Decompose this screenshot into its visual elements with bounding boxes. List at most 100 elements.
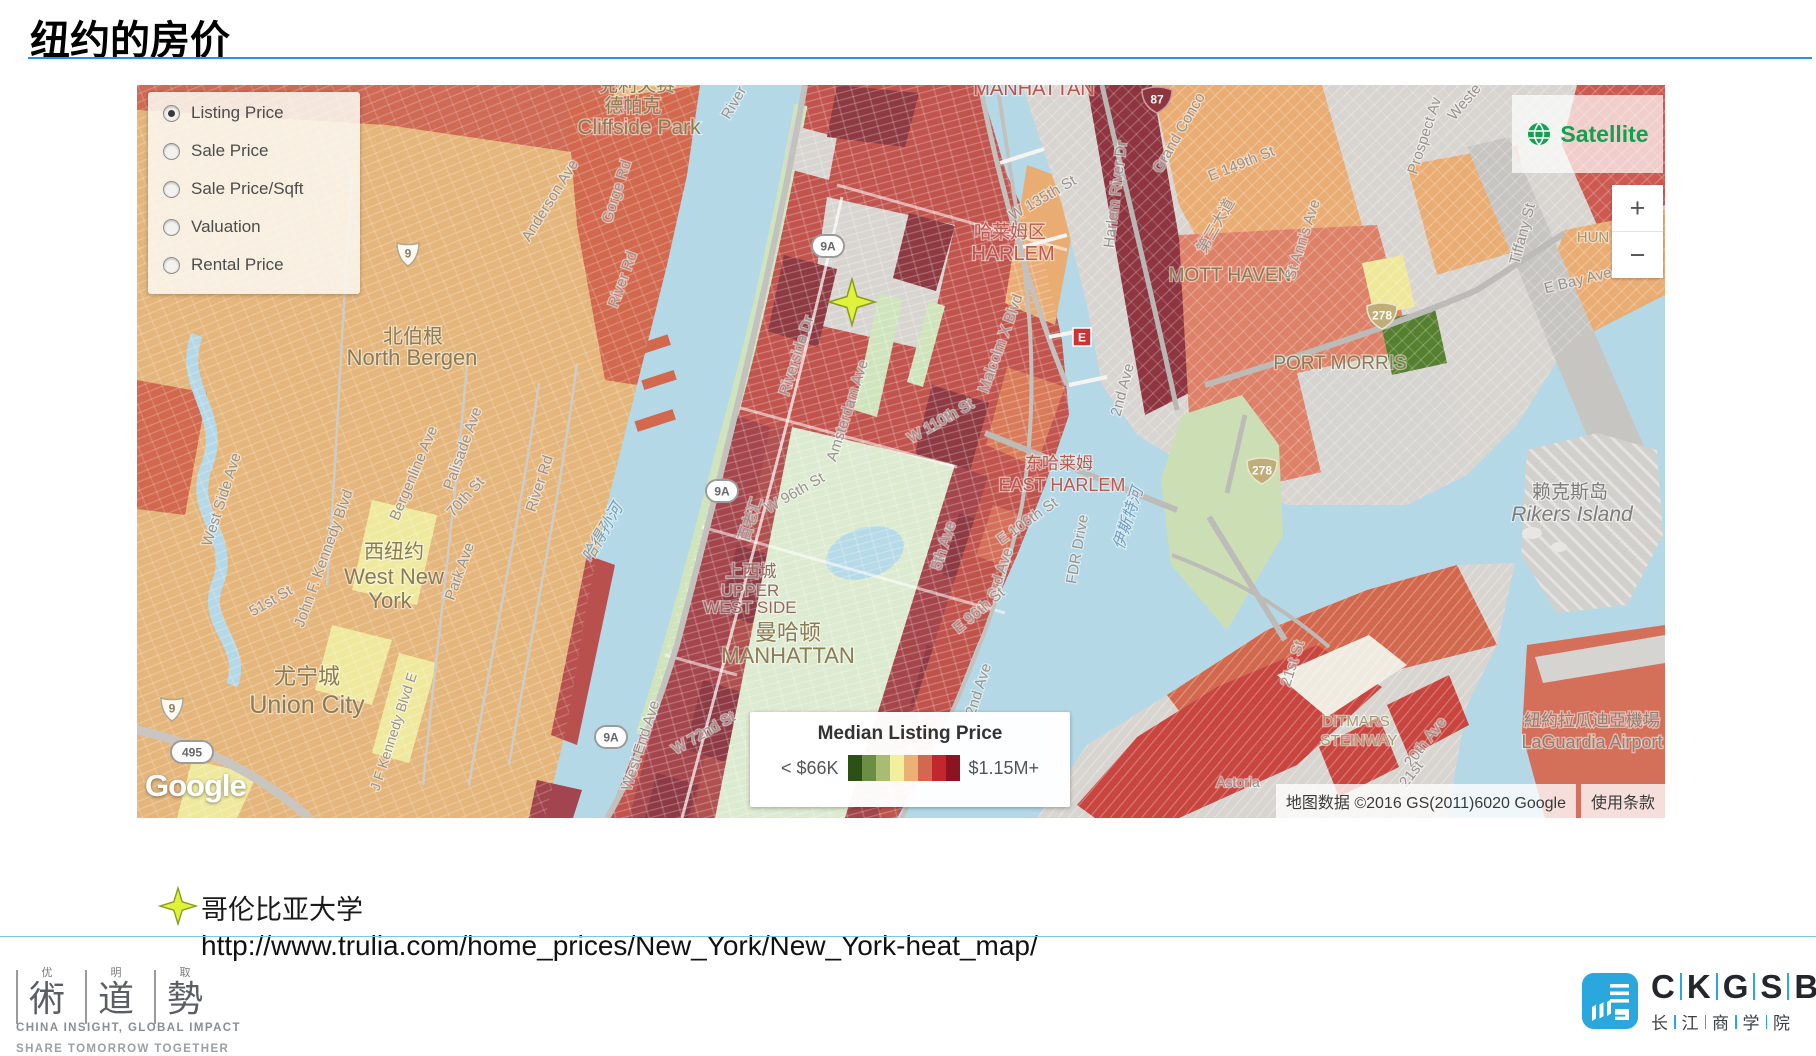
map-label: 西纽约 [364, 540, 424, 563]
route-shield-9A: 9A [811, 234, 845, 258]
map-label: DITMARS [1322, 713, 1390, 730]
legend-swatch [889, 755, 904, 781]
globe-icon [1528, 122, 1551, 146]
legend-max-label: $1.15M+ [968, 757, 1040, 778]
svg-text:9A: 9A [820, 240, 836, 254]
svg-text:495: 495 [182, 746, 202, 760]
map-label: West New [344, 564, 444, 589]
map-label: York [368, 588, 412, 613]
route-shield-495: 495 [170, 740, 214, 764]
randalls-island [1161, 395, 1283, 630]
queens-landmass [1037, 563, 1515, 818]
layer-option-rental-price[interactable]: Rental Price [148, 246, 360, 284]
map-label: 克利夫赛 [599, 85, 675, 96]
legend-title: Median Listing Price [817, 723, 1003, 744]
layer-option-sale-price-sqft[interactable]: Sale Price/Sqft [148, 170, 360, 208]
columbia-university-star-marker[interactable] [826, 276, 878, 328]
map-label: North Bergen [347, 345, 478, 370]
satellite-button[interactable]: Satellite [1512, 95, 1663, 173]
svg-text:278: 278 [1372, 309, 1392, 323]
route-shield-9A: 9A [705, 479, 739, 503]
map-label: 德帕克 [604, 95, 661, 117]
map-label: PORT MORRIS [1273, 353, 1406, 374]
route-shield-278: 278 [1366, 302, 1398, 330]
zoom-control: + − [1612, 185, 1663, 278]
seal-character-group: 优術 [16, 964, 69, 1024]
map-attribution: 地图数据 ©2016 GS(2011)6020 Google [1275, 784, 1576, 818]
legend-min-label: < $66K [780, 757, 839, 778]
layer-option-label: Sale Price/Sqft [191, 179, 304, 198]
caption-source-url[interactable]: http://www.trulia.com/home_prices/New_Yo… [201, 930, 1038, 961]
map-label: Union City [249, 691, 365, 719]
map-label: UPPER [721, 581, 780, 600]
map-label: HUN [1577, 229, 1610, 246]
radio-icon[interactable] [163, 218, 180, 236]
shu-dao-shi-seal-logo: 优術明道取勢 [16, 964, 207, 1024]
map-label: LaGuardia Airport [1521, 732, 1662, 752]
layer-option-label: Valuation [191, 217, 261, 236]
svg-text:87: 87 [1150, 93, 1164, 107]
map-label: 北伯根 [383, 325, 443, 348]
caption-place-name: 哥伦比亚大学 [201, 895, 363, 926]
layer-option-label: Rental Price [191, 255, 284, 274]
radio-icon[interactable] [163, 142, 180, 160]
layer-options-panel: Listing Price Sale Price Sale Price/Sqft Va… [148, 92, 360, 294]
zoom-in-button[interactable]: + [1612, 185, 1663, 232]
legend-swatch [875, 755, 890, 781]
route-shield-9: 9 [160, 696, 184, 722]
map-label: 上西城 [726, 562, 777, 581]
seal-character-group: 明道 [85, 964, 138, 1024]
legend-swatch [931, 755, 946, 781]
layer-option-sale-price[interactable]: Sale Price [148, 132, 360, 170]
star-icon [158, 886, 198, 926]
route-shield-87: 87 [1141, 86, 1173, 114]
layer-option-valuation[interactable]: Valuation [148, 208, 360, 246]
map-label: Rikers Island [1511, 503, 1634, 526]
satellite-label: Satellite [1560, 120, 1649, 147]
layer-option-listing-price[interactable]: Listing Price [148, 94, 360, 132]
radio-icon[interactable] [163, 104, 180, 122]
legend-color-scale [847, 755, 960, 781]
radio-icon[interactable] [163, 256, 180, 274]
seal-tagline-2: SHARE TOMORROW TOGETHER [16, 1043, 230, 1055]
page-title: 纽约的房价 [30, 19, 230, 63]
map-label: Cliffside Park [577, 116, 701, 139]
map-label: HARLEM [971, 243, 1054, 265]
google-logo: Google [145, 768, 247, 803]
route-shields: 9A 9A 9A 9 9 495 278 278 87 E [160, 86, 1398, 764]
map-label: Astoria [1216, 774, 1260, 790]
legend-swatch [917, 755, 932, 781]
map-label: EAST HARLEM [999, 475, 1126, 495]
trulia-heat-map[interactable]: 9A 9A 9A 9 9 495 278 278 87 E 克利夫赛 德帕克 Cliffside Pa… [137, 85, 1665, 818]
legend-swatch [847, 755, 862, 781]
legend-swatch [903, 755, 918, 781]
svg-text:9: 9 [169, 702, 176, 716]
legend-swatch [861, 755, 876, 781]
radio-icon[interactable] [163, 180, 180, 198]
map-label: 紐約拉瓜迪亞機場 [1524, 711, 1660, 730]
map-label: STEINWAY [1321, 732, 1398, 749]
svg-text:9: 9 [405, 247, 412, 261]
ckgsb-chinese-name: 长江商学院 [1651, 1014, 1790, 1033]
route-shield-9A: 9A [594, 725, 628, 749]
bridges [983, 147, 1331, 649]
zoom-out-button[interactable]: − [1629, 239, 1646, 270]
route-shield-E: E [1072, 327, 1092, 347]
map-legend: Median Listing Price < $66K $1.15M+ [750, 712, 1070, 807]
layer-option-label: Listing Price [191, 103, 284, 122]
map-label: MOTT HAVEN [1169, 265, 1292, 286]
terms-of-use-link[interactable]: 使用条款 [1580, 784, 1665, 818]
footer-rule [0, 936, 1816, 937]
svg-text:9A: 9A [603, 731, 619, 745]
map-label: 赖克斯岛 [1532, 481, 1608, 503]
map-label: WEST SIDE [703, 598, 796, 617]
seal-tagline-1: CHINA INSIGHT, GLOBAL IMPACT [16, 1022, 241, 1034]
layer-option-label: Sale Price [191, 141, 269, 160]
svg-text:E: E [1078, 331, 1086, 345]
rikers-island [1521, 433, 1663, 613]
laguardia-area [1522, 625, 1665, 818]
map-label: 尤宁城 [274, 664, 340, 689]
